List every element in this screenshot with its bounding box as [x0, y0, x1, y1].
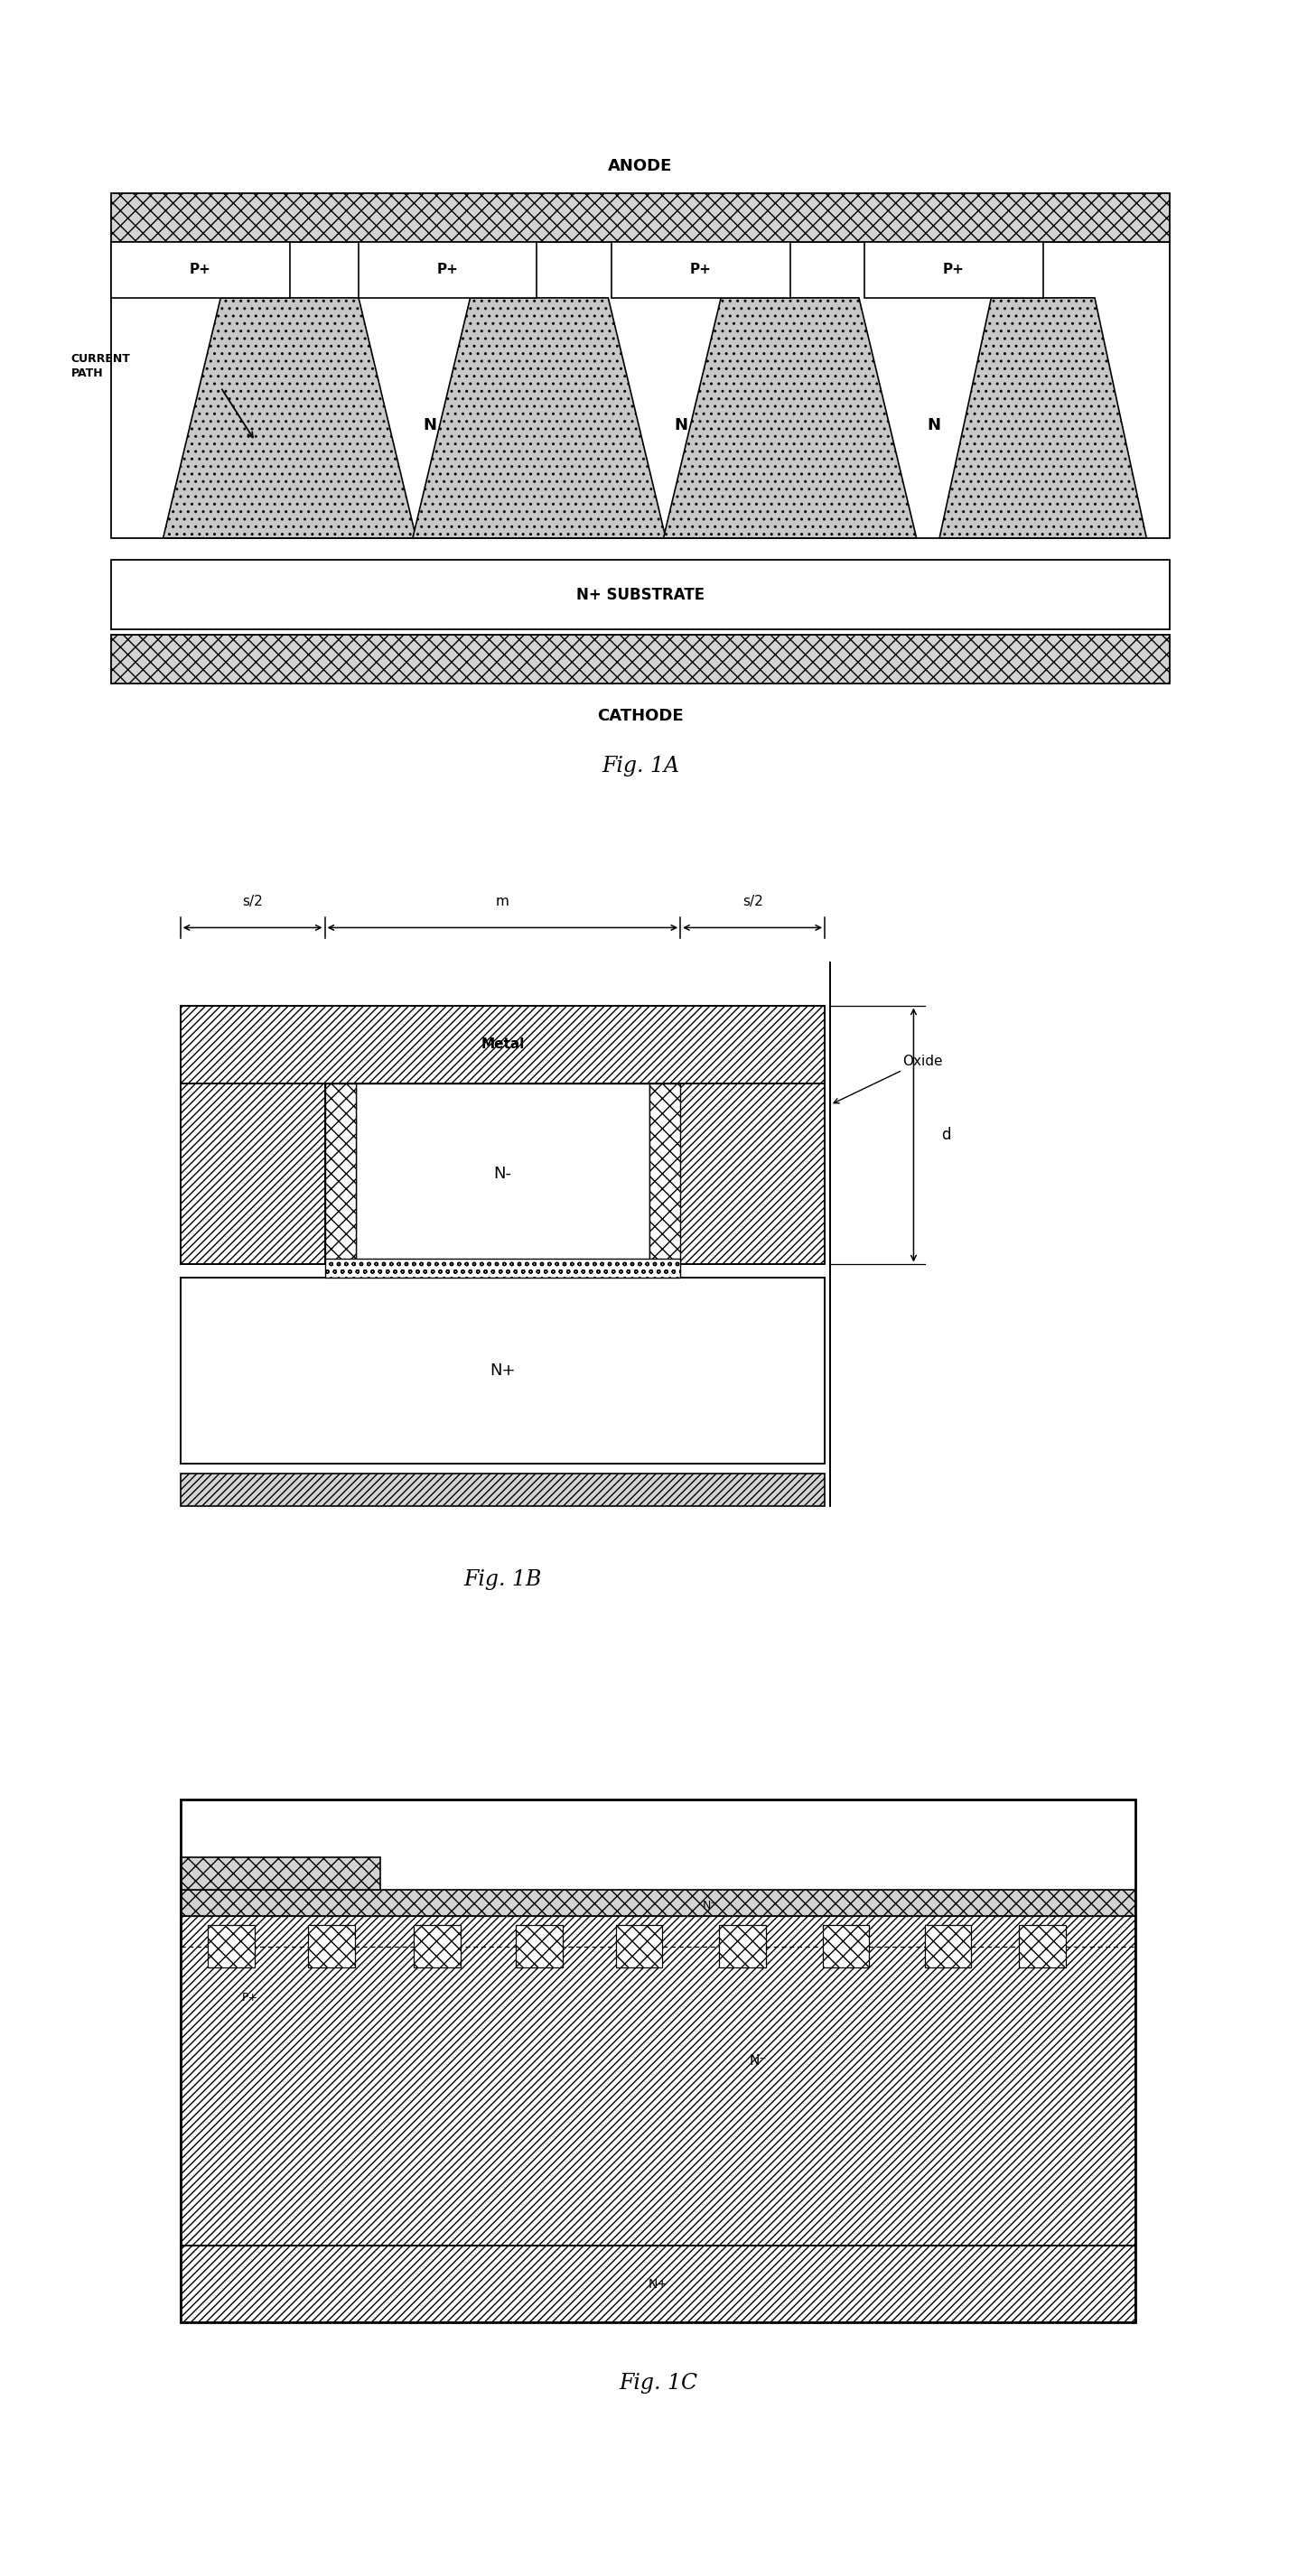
Bar: [180, 1473, 825, 1507]
Bar: [325, 1082, 356, 1265]
Bar: [111, 242, 290, 299]
Text: s/2: s/2: [742, 894, 763, 909]
Text: CATHODE: CATHODE: [597, 708, 684, 724]
Bar: [865, 242, 1043, 299]
Polygon shape: [940, 299, 1146, 538]
Text: P+: P+: [944, 263, 965, 276]
Bar: [180, 1891, 1136, 1917]
Bar: [413, 1924, 460, 1968]
Text: N+: N+: [648, 2277, 668, 2290]
Bar: [925, 1924, 971, 1968]
Bar: [180, 1917, 1136, 2246]
Text: Fig. 1A: Fig. 1A: [601, 755, 680, 778]
Text: d: d: [941, 1126, 951, 1144]
Text: N⁻: N⁻: [749, 2053, 767, 2069]
Bar: [516, 1924, 562, 1968]
Bar: [180, 1005, 825, 1082]
Bar: [180, 2246, 1136, 2324]
Bar: [358, 242, 537, 299]
Text: P+: P+: [242, 1991, 257, 2004]
Text: m: m: [495, 894, 510, 909]
Text: N: N: [674, 417, 687, 433]
Text: P+: P+: [690, 263, 711, 276]
Text: P+: P+: [190, 263, 212, 276]
Bar: [111, 242, 1170, 538]
Text: Oxide: Oxide: [902, 1054, 942, 1069]
Text: ANODE: ANODE: [608, 157, 673, 175]
Text: s/2: s/2: [242, 894, 263, 909]
Text: Metal: Metal: [481, 1038, 524, 1051]
Bar: [208, 1924, 255, 1968]
Text: N+: N+: [490, 1363, 515, 1378]
Polygon shape: [413, 299, 665, 538]
Bar: [180, 1278, 825, 1463]
Bar: [612, 242, 789, 299]
Text: N: N: [927, 417, 941, 433]
Text: CURRENT
PATH: CURRENT PATH: [71, 353, 131, 379]
Polygon shape: [163, 299, 416, 538]
Text: N+ SUBSTRATE: N+ SUBSTRATE: [576, 587, 704, 603]
Bar: [111, 634, 1170, 683]
Bar: [356, 1082, 650, 1265]
Text: P+: P+: [437, 263, 459, 276]
Bar: [111, 193, 1170, 242]
Bar: [650, 1082, 680, 1265]
Text: N: N: [423, 417, 437, 433]
Bar: [616, 1924, 663, 1968]
Polygon shape: [664, 299, 916, 538]
Bar: [308, 1924, 354, 1968]
Bar: [111, 559, 1170, 629]
Bar: [180, 1798, 1136, 2324]
Bar: [180, 1857, 380, 1891]
Bar: [822, 1924, 869, 1968]
Text: Fig. 1B: Fig. 1B: [464, 1569, 541, 1589]
Bar: [680, 1005, 825, 1265]
Text: N-: N-: [494, 1167, 511, 1182]
Text: N⁻: N⁻: [703, 1899, 718, 1911]
Bar: [1019, 1924, 1065, 1968]
Bar: [325, 1260, 681, 1278]
Bar: [719, 1924, 766, 1968]
Bar: [180, 1005, 325, 1265]
Text: Fig. 1C: Fig. 1C: [618, 2372, 698, 2393]
